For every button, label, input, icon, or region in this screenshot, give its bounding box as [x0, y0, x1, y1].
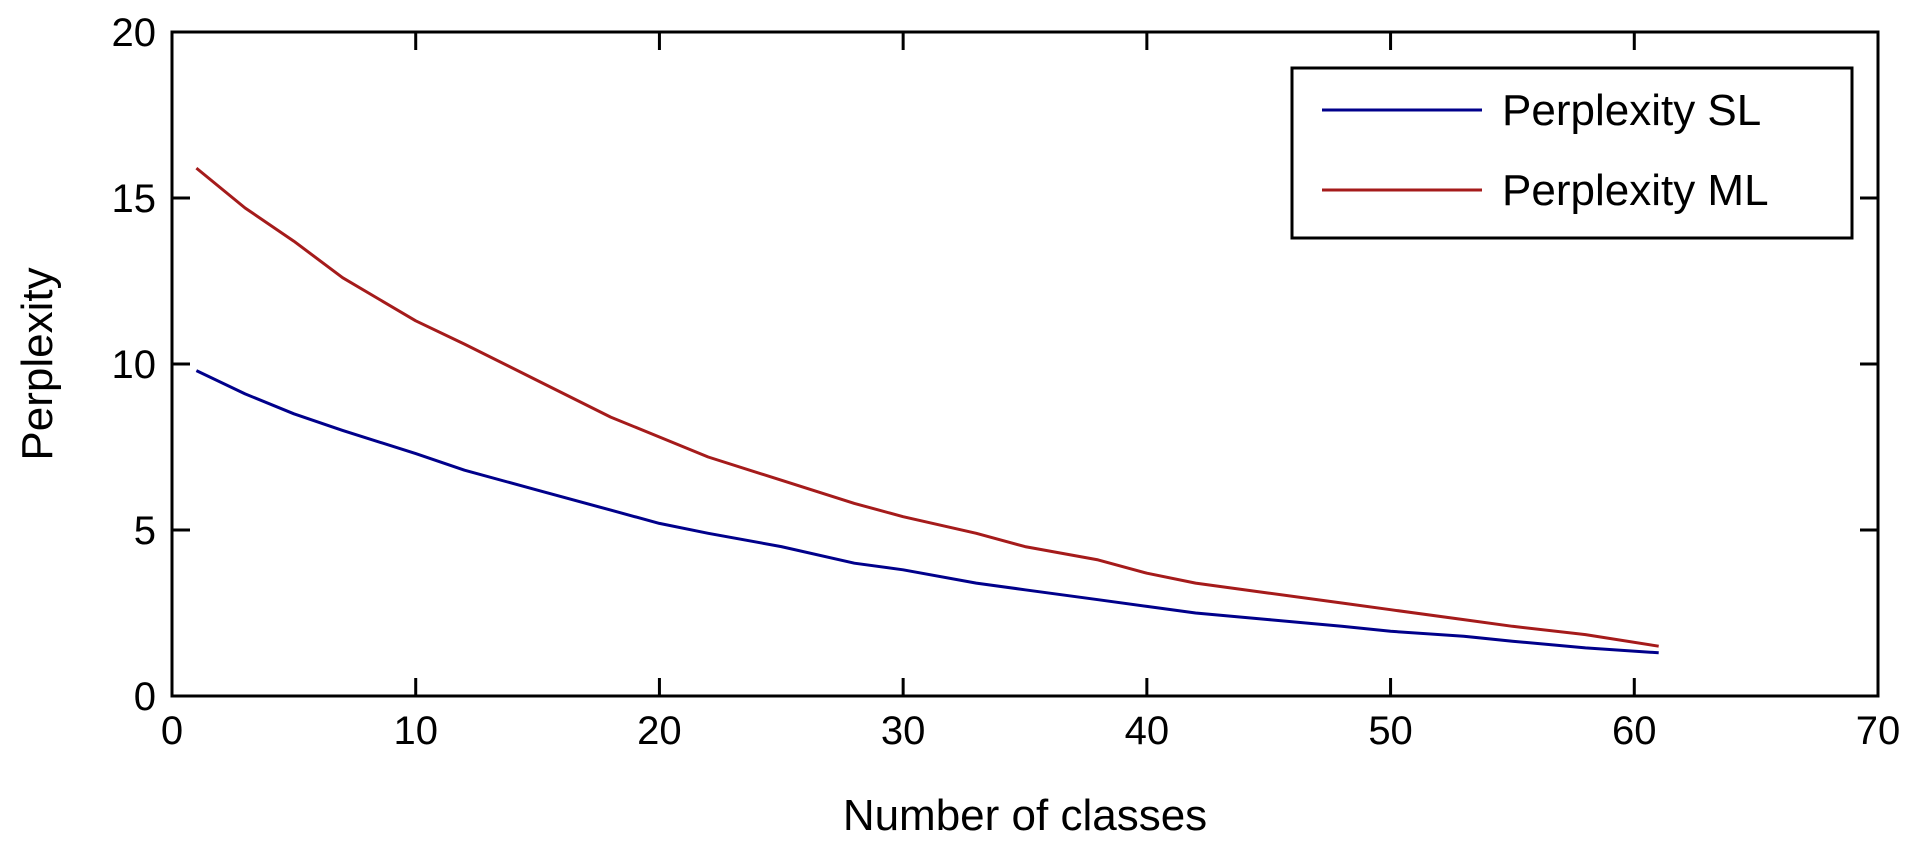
x-tick-label: 20 — [637, 709, 682, 753]
x-tick-label: 30 — [881, 709, 926, 753]
legend-label-perplexity-sl: Perplexity SL — [1502, 86, 1761, 135]
y-tick-label: 10 — [112, 343, 157, 387]
x-tick-label: 50 — [1368, 709, 1413, 753]
legend-box — [1290, 66, 1854, 240]
legend-label-perplexity-ml: Perplexity ML — [1502, 166, 1769, 215]
x-axis-title: Number of classes — [843, 791, 1207, 840]
y-tick-label: 0 — [134, 675, 156, 719]
x-tick-label: 70 — [1856, 709, 1901, 753]
x-tick-label: 0 — [161, 709, 183, 753]
legend: Perplexity SL Perplexity ML — [1290, 66, 1854, 240]
y-axis-title: Perplexity — [13, 267, 62, 460]
series-line-perplexity-ml — [195, 166, 1659, 648]
x-tick-label: 10 — [393, 709, 438, 753]
x-tick-label: 40 — [1125, 709, 1170, 753]
y-tick-label: 5 — [134, 509, 156, 553]
y-tick-label: 15 — [112, 177, 157, 221]
x-tick-label: 60 — [1612, 709, 1657, 753]
series-line-perplexity-sl — [195, 369, 1659, 655]
y-tick-label: 20 — [112, 11, 157, 55]
